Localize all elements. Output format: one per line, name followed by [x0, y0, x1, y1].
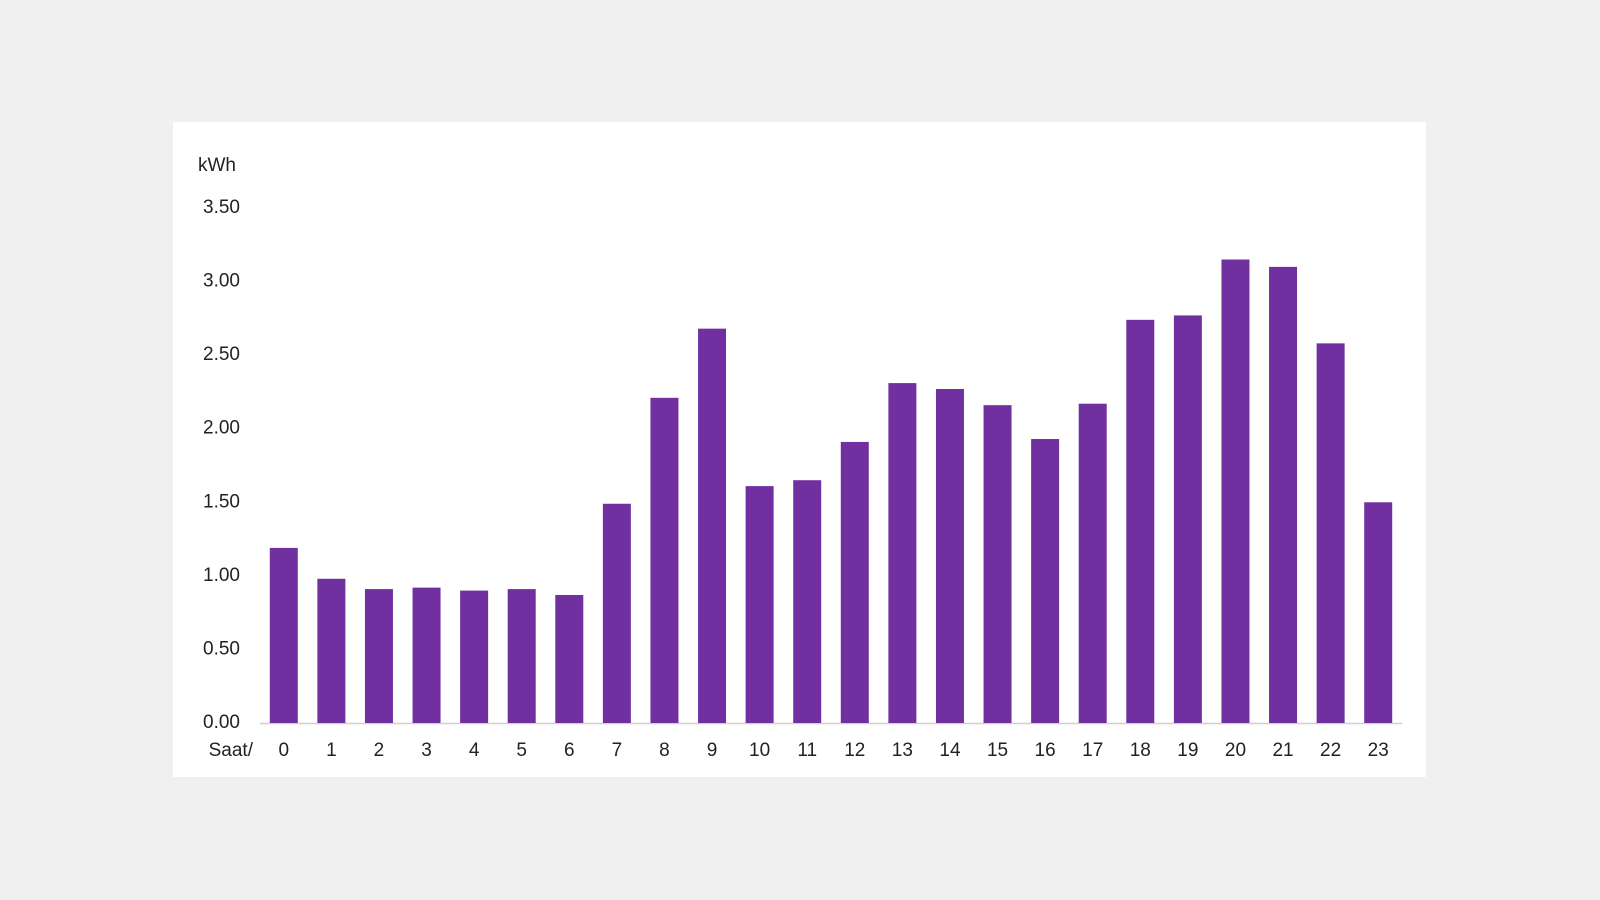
y-axis-label: kWh: [198, 155, 236, 176]
x-tick-label: 21: [1272, 740, 1293, 761]
x-tick-label: 5: [516, 740, 527, 761]
bar: [555, 594, 584, 723]
bar: [269, 547, 298, 723]
bar: [412, 587, 441, 723]
x-tick-label: 3: [421, 740, 432, 761]
y-tick-label: 1.00: [203, 565, 240, 586]
x-axis-label: Saat/: [209, 740, 254, 761]
x-tick-label: 12: [844, 740, 865, 761]
x-tick-label: 4: [469, 740, 480, 761]
y-tick-label: 0.00: [203, 712, 240, 733]
x-tick-label: 18: [1130, 740, 1151, 761]
bar: [935, 388, 964, 723]
bar: [460, 590, 489, 723]
bar: [983, 405, 1012, 723]
y-tick-label: 1.50: [203, 491, 240, 512]
x-tick-label: 15: [987, 740, 1008, 761]
bar: [1126, 319, 1155, 723]
x-tick-label: 1: [326, 740, 337, 761]
bar: [364, 589, 393, 723]
bar: [745, 486, 774, 723]
x-tick-label: 6: [564, 740, 575, 761]
x-tick-label: 7: [612, 740, 623, 761]
x-tick-label: 22: [1320, 740, 1341, 761]
x-tick-label: 19: [1177, 740, 1198, 761]
x-tick-label: 14: [939, 740, 961, 761]
x-tick-label: 23: [1368, 740, 1389, 761]
bar: [698, 328, 727, 723]
bar: [1031, 439, 1060, 723]
bar: [1078, 403, 1107, 723]
bar: [317, 578, 346, 723]
x-tick-label: 20: [1225, 740, 1246, 761]
y-tick-label: 0.50: [203, 638, 240, 659]
bar: [602, 503, 631, 723]
bar: [1269, 266, 1298, 723]
bar: [1316, 343, 1345, 723]
x-tick-label: 17: [1082, 740, 1103, 761]
y-tick-label: 2.00: [203, 418, 240, 439]
x-tick-label: 8: [659, 740, 670, 761]
bar: [1364, 502, 1393, 723]
x-tick-label: 9: [707, 740, 718, 761]
x-tick-label: 13: [892, 740, 913, 761]
bar: [888, 383, 917, 723]
bar: [1173, 315, 1202, 723]
x-tick-label: 2: [374, 740, 385, 761]
y-tick-label: 3.50: [203, 197, 240, 218]
bar: [650, 397, 679, 723]
bar: [507, 589, 536, 723]
x-tick-label: 0: [279, 740, 290, 761]
x-tick-label: 16: [1035, 740, 1056, 761]
bar: [840, 441, 869, 723]
x-tick-label: 10: [749, 740, 770, 761]
y-tick-label: 2.50: [203, 344, 240, 365]
bar: [793, 480, 822, 723]
bar: [1221, 259, 1250, 723]
y-tick-label: 3.00: [203, 271, 240, 292]
x-tick-label: 11: [797, 740, 817, 761]
